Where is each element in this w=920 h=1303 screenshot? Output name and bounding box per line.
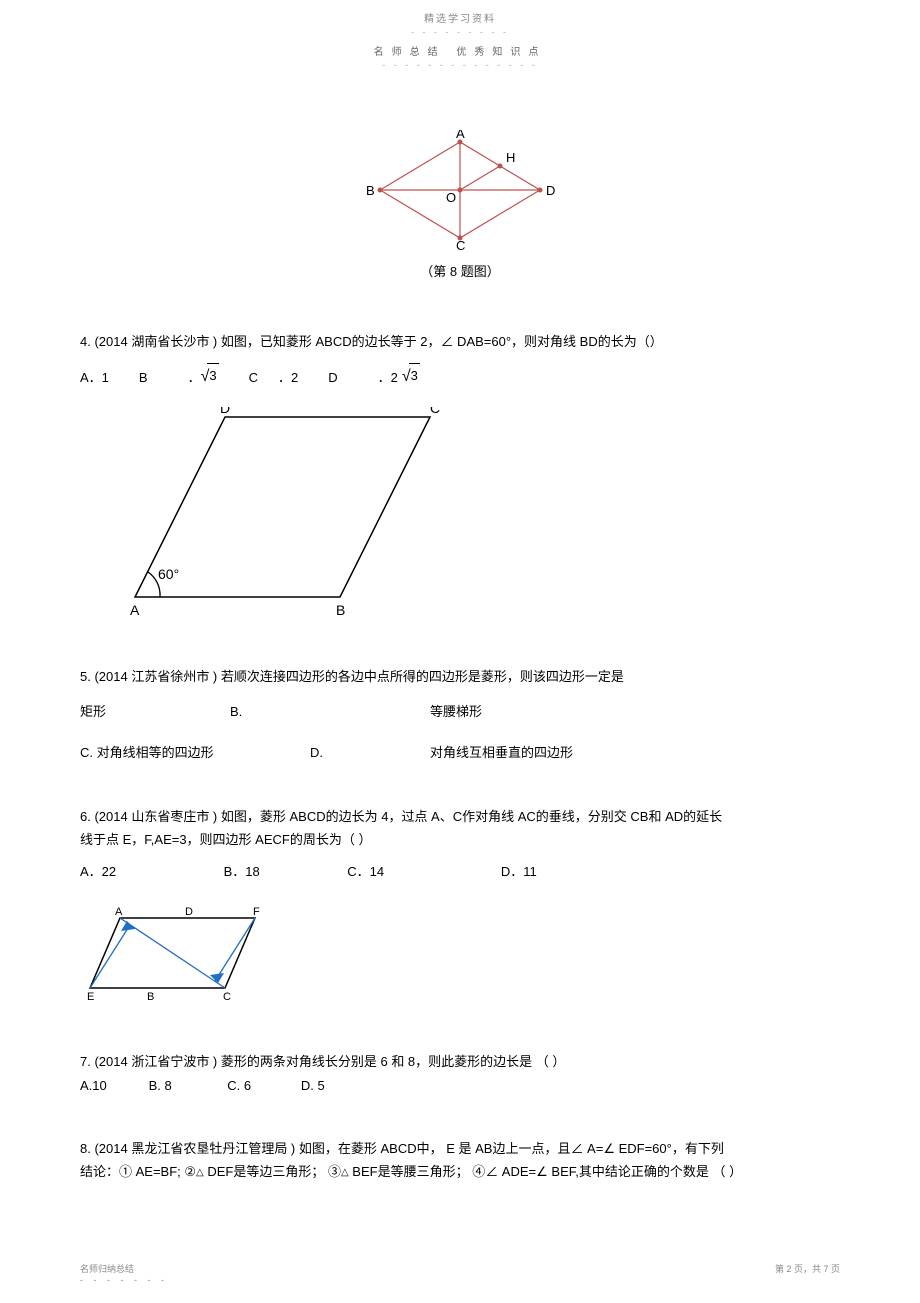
q6-line2: 线于点 E，F,AE=3，则四边形 AECF的周长为（ ）: [80, 828, 840, 851]
footer-left: 名师归纳总结: [80, 1262, 168, 1275]
q5-opt-C: C. 对角线相等的四边形: [80, 741, 310, 764]
q5-opt-B-label: B.: [230, 700, 310, 723]
question-4: 4. (2014 湖南省长沙市 ) 如图，已知菱形 ABCD的边长等于 2，∠ …: [80, 330, 840, 625]
question-6: 6. (2014 山东省枣庄市 ) 如图，菱形 ABCD的边长为 4，过点 A、…: [80, 805, 840, 1011]
triangle-icon: △: [196, 1167, 204, 1178]
q6-opt-A: A．22: [80, 860, 220, 883]
sqrt-icon: √3: [201, 363, 219, 392]
q4-opt-C: C: [249, 366, 258, 389]
q7-text: 7. (2014 浙江省宁波市 ) 菱形的两条对角线长分别是 6 和 8，则此菱…: [80, 1050, 840, 1073]
q7-opt-B: B. 8: [149, 1074, 224, 1097]
header-dashes: - - - - - - - - - - - - - -: [80, 60, 840, 70]
q6-opt-C: C．14: [347, 860, 497, 883]
q6-v-A: A: [115, 906, 123, 918]
footer-right: 第 2 页，共 7 页: [775, 1262, 840, 1285]
question-8: 8. (2014 黑龙江省农垦牡丹江管理局 ) 如图，在菱形 ABCD中， E …: [80, 1137, 840, 1184]
fig8-label-O: O: [446, 190, 456, 205]
q5-opt-D-label: D.: [310, 741, 430, 764]
q6-diagram: A D F E B C: [85, 903, 265, 1010]
fig8-label-H: H: [506, 150, 515, 165]
q4-v-A: A: [130, 602, 140, 617]
fig8-label-A: A: [456, 130, 465, 141]
q6-v-E: E: [87, 991, 94, 1003]
fig8-label-B: B: [366, 183, 375, 198]
figure-8-diagram: A B C D H O （第 8 题图）: [360, 130, 560, 280]
q4-opt-D-val: ．2: [378, 366, 398, 389]
q4-opt-A: A．1: [80, 366, 109, 389]
q6-line1: 6. (2014 山东省枣庄市 ) 如图，菱形 ABCD的边长为 4，过点 A、…: [80, 805, 840, 828]
q7-opt-C: C. 6: [227, 1074, 297, 1097]
q6-opt-B: B．18: [224, 860, 344, 883]
question-5: 5. (2014 江苏省徐州市 ) 若顺次连接四边形的各边中点所得的四边形是菱形…: [80, 665, 840, 765]
q7-opt-D: D. 5: [301, 1074, 325, 1097]
q4-angle: 60°: [158, 566, 179, 582]
q8-line1: 8. (2014 黑龙江省农垦牡丹江管理局 ) 如图，在菱形 ABCD中， E …: [80, 1137, 840, 1160]
fig8-caption: （第 8 题图）: [360, 261, 560, 280]
q6-v-C: C: [223, 991, 231, 1003]
q4-v-C: C: [430, 407, 440, 416]
q5-opt-B: 等腰梯形: [430, 700, 482, 723]
q4-v-D: D: [220, 407, 230, 416]
header-sub-left: 名师总结: [374, 47, 446, 58]
q7-opt-A: A.10: [80, 1074, 145, 1097]
q6-opt-D: D．11: [501, 860, 537, 883]
footer-left-dots: - - - - - - -: [80, 1275, 168, 1285]
q4-diagram: D C A B 60°: [110, 407, 450, 624]
question-7: 7. (2014 浙江省宁波市 ) 菱形的两条对角线长分别是 6 和 8，则此菱…: [80, 1050, 840, 1097]
page-footer: 名师归纳总结 - - - - - - - 第 2 页，共 7 页: [80, 1262, 840, 1285]
q6-v-D: D: [185, 906, 193, 918]
fig8-label-C: C: [456, 238, 465, 250]
q4-text: 4. (2014 湖南省长沙市 ) 如图，已知菱形 ABCD的边长等于 2，∠ …: [80, 330, 840, 353]
header-dots: - - - - - - - - -: [80, 27, 840, 37]
fig8-label-D: D: [546, 183, 555, 198]
q4-opt-C-val: ．2: [278, 366, 298, 389]
q5-text: 5. (2014 江苏省徐州市 ) 若顺次连接四边形的各边中点所得的四边形是菱形…: [80, 665, 840, 688]
q4-opt-B-dot: ．: [188, 366, 201, 389]
q4-options: A．1 B ． √3 C ．2 D ．2 √3: [80, 363, 840, 392]
q6-v-B: B: [147, 991, 154, 1003]
q4-opt-B: B: [139, 366, 148, 389]
q4-opt-D: D: [328, 366, 337, 389]
triangle-icon-2: △: [341, 1167, 349, 1178]
sqrt-icon-2: √3: [402, 363, 420, 392]
doc-header-sub: 名师总结 优秀知识点: [80, 43, 840, 58]
q6-v-F: F: [253, 906, 260, 918]
q5-opt-D: 对角线互相垂直的四边形: [430, 741, 573, 764]
q4-v-B: B: [336, 602, 345, 617]
q8-line2: 结论：① AE=BF; ②△ DEF是等边三角形； ③△ BEF是等腰三角形； …: [80, 1160, 840, 1183]
q7-options: A.10 B. 8 C. 6 D. 5: [80, 1074, 840, 1097]
header-sub-right: 优秀知识点: [456, 47, 546, 58]
q6-options: A．22 B．18 C．14 D．11: [80, 860, 840, 883]
doc-header-title: 精选学习资料: [80, 10, 840, 25]
q5-opt-A: 矩形: [80, 700, 230, 723]
